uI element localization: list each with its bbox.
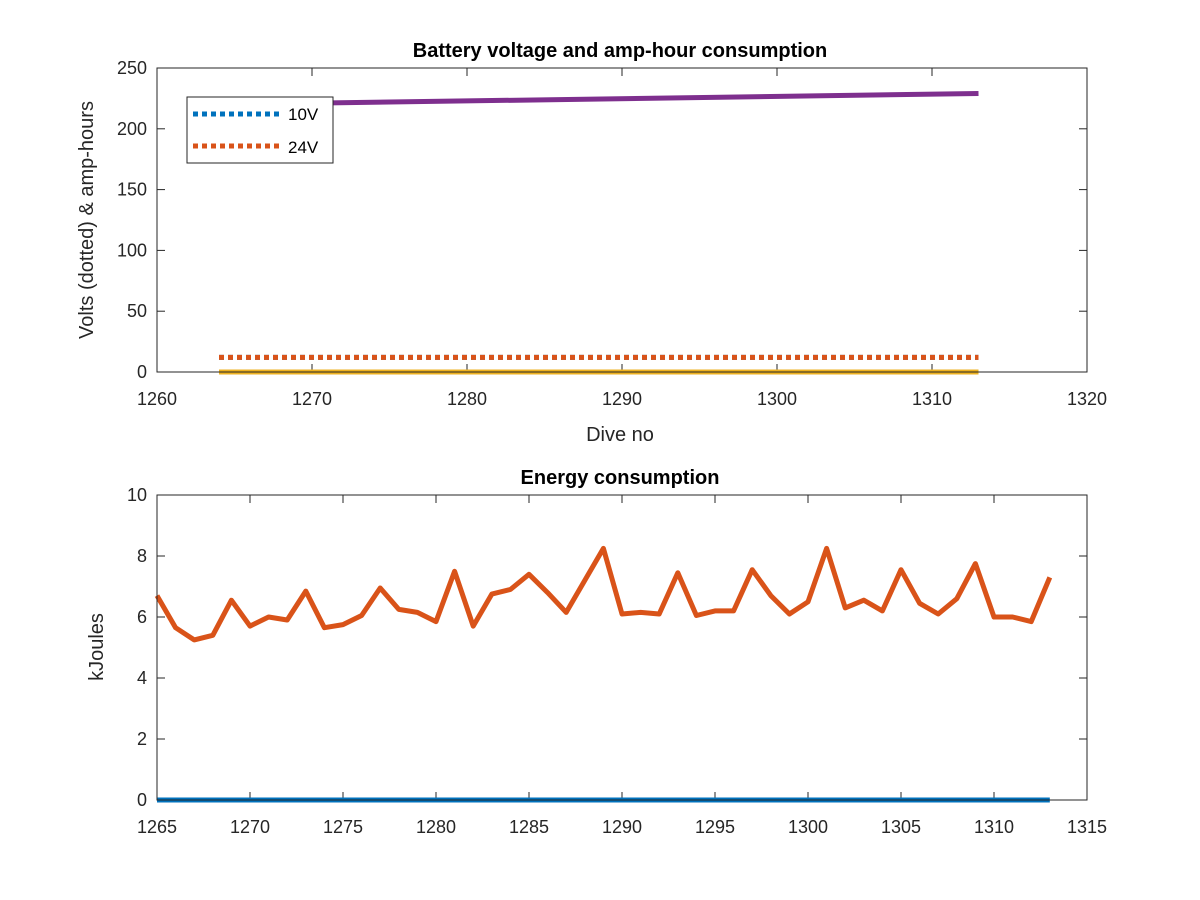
energy-axes: Energy consumption kJoules 1265 1270 1275 1… [86, 467, 1107, 837]
energy-y-tick-label: 0 [137, 790, 147, 810]
energy-plot-frame [156, 494, 1088, 801]
energy-x-tick-label: 1270 [230, 817, 270, 837]
energy-x-tick-label: 1305 [881, 817, 921, 837]
battery-x-axis-label: Dive no [586, 424, 654, 446]
energy-x-tick-label: 1285 [509, 817, 549, 837]
battery-y-tick-label: 250 [117, 58, 147, 78]
legend-label-10v: 10V [288, 105, 319, 124]
battery-y-tick-label: 50 [127, 301, 147, 321]
energy-y-tick-label: 8 [137, 546, 147, 566]
battery-x-tick-label: 1280 [447, 389, 487, 409]
battery-y-tick-label: 0 [137, 362, 147, 382]
energy-y-tick-label: 6 [137, 607, 147, 627]
energy-x-tick-label: 1290 [602, 817, 642, 837]
energy-x-tick-label: 1310 [974, 817, 1014, 837]
battery-chart-title: Battery voltage and amp-hour consumption [413, 40, 827, 62]
battery-legend: 10V 24V [186, 96, 334, 164]
energy-x-tick-label: 1300 [788, 817, 828, 837]
legend-label-24v: 24V [288, 138, 319, 157]
battery-x-tick-label: 1290 [602, 389, 642, 409]
energy-y-tick-label: 4 [137, 668, 147, 688]
battery-y-tick-label: 100 [117, 240, 147, 260]
battery-y-tick-label: 200 [117, 119, 147, 139]
energy-x-tick-label: 1315 [1067, 817, 1107, 837]
battery-ticks: 1260 1270 1280 1290 1300 1310 1320 0 50 100 150 200… [117, 58, 1107, 409]
energy-chart-title: Energy consumption [521, 467, 720, 489]
battery-x-tick-label: 1300 [757, 389, 797, 409]
battery-x-tick-label: 1310 [912, 389, 952, 409]
energy-x-tick-label: 1275 [323, 817, 363, 837]
energy-x-tick-label: 1265 [137, 817, 177, 837]
energy-x-tick-label: 1295 [695, 817, 735, 837]
energy-y-axis-label: kJoules [86, 613, 108, 681]
battery-x-tick-label: 1270 [292, 389, 332, 409]
battery-x-tick-label: 1260 [137, 389, 177, 409]
battery-y-axis-label: Volts (dotted) & amp-hours [76, 101, 98, 339]
energy-series-line-1 [154, 545, 1053, 643]
battery-x-tick-label: 1320 [1067, 389, 1107, 409]
energy-y-tick-label: 2 [137, 729, 147, 749]
battery-y-tick-label: 150 [117, 180, 147, 200]
energy-x-tick-label: 1280 [416, 817, 456, 837]
battery-series-line-3 [218, 91, 979, 107]
battery-voltage-axes: Battery voltage and amp-hour consumption… [76, 40, 1107, 446]
battery-plot-frame [156, 67, 1088, 373]
energy-y-tick-label: 10 [127, 485, 147, 505]
energy-ticks: 1265 1270 1275 1280 1285 1290 1295 1300 1305 1310… [127, 485, 1107, 837]
legend-box [186, 96, 334, 164]
